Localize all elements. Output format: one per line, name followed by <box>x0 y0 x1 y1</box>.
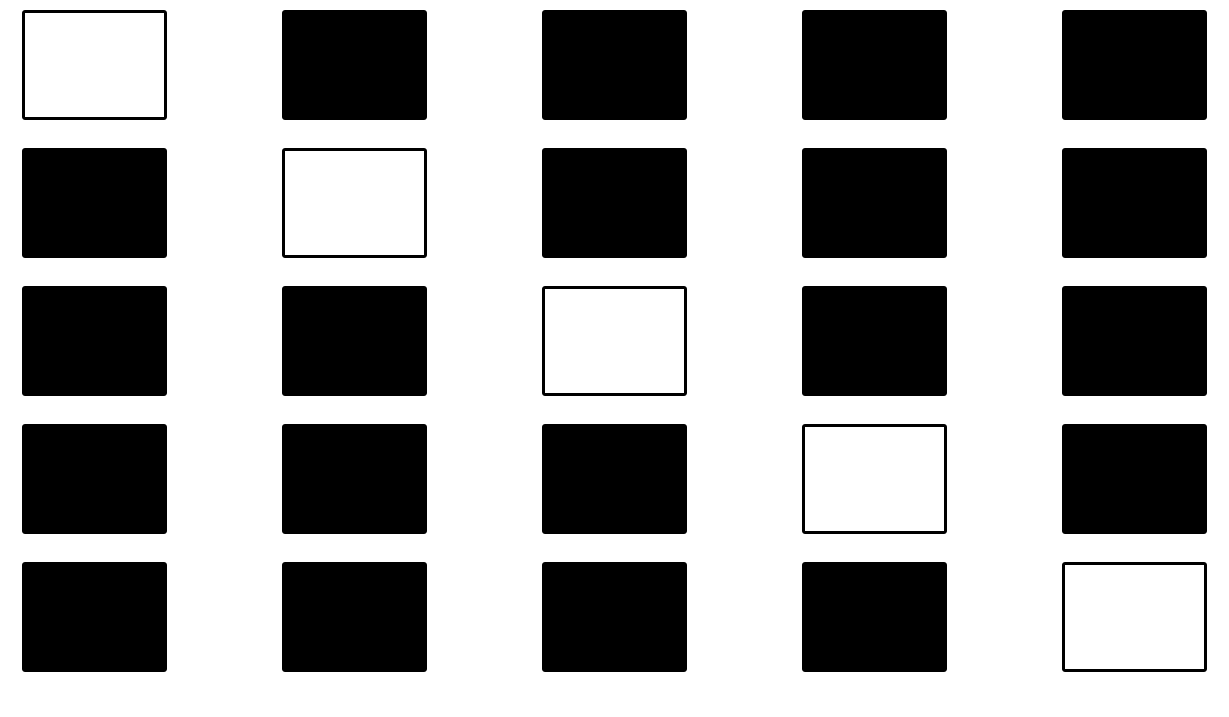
matrix-cell <box>22 148 167 258</box>
matrix-cell <box>22 424 167 534</box>
matrix-cell <box>282 424 427 534</box>
matrix-cell <box>802 10 947 120</box>
matrix-cell <box>542 148 687 258</box>
matrix-cell <box>22 10 167 120</box>
matrix-cell <box>542 286 687 396</box>
matrix-cell <box>1062 424 1207 534</box>
matrix-cell <box>282 562 427 672</box>
matrix-cell <box>802 424 947 534</box>
matrix-grid <box>22 10 1207 672</box>
matrix-cell <box>22 562 167 672</box>
matrix-cell <box>542 424 687 534</box>
matrix-cell <box>1062 286 1207 396</box>
matrix-cell <box>1062 148 1207 258</box>
matrix-cell <box>802 286 947 396</box>
matrix-cell <box>802 562 947 672</box>
matrix-cell <box>802 148 947 258</box>
matrix-cell <box>542 10 687 120</box>
matrix-cell <box>282 148 427 258</box>
matrix-cell <box>282 10 427 120</box>
matrix-cell <box>1062 562 1207 672</box>
matrix-cell <box>22 286 167 396</box>
matrix-cell <box>282 286 427 396</box>
matrix-cell <box>1062 10 1207 120</box>
matrix-cell <box>542 562 687 672</box>
